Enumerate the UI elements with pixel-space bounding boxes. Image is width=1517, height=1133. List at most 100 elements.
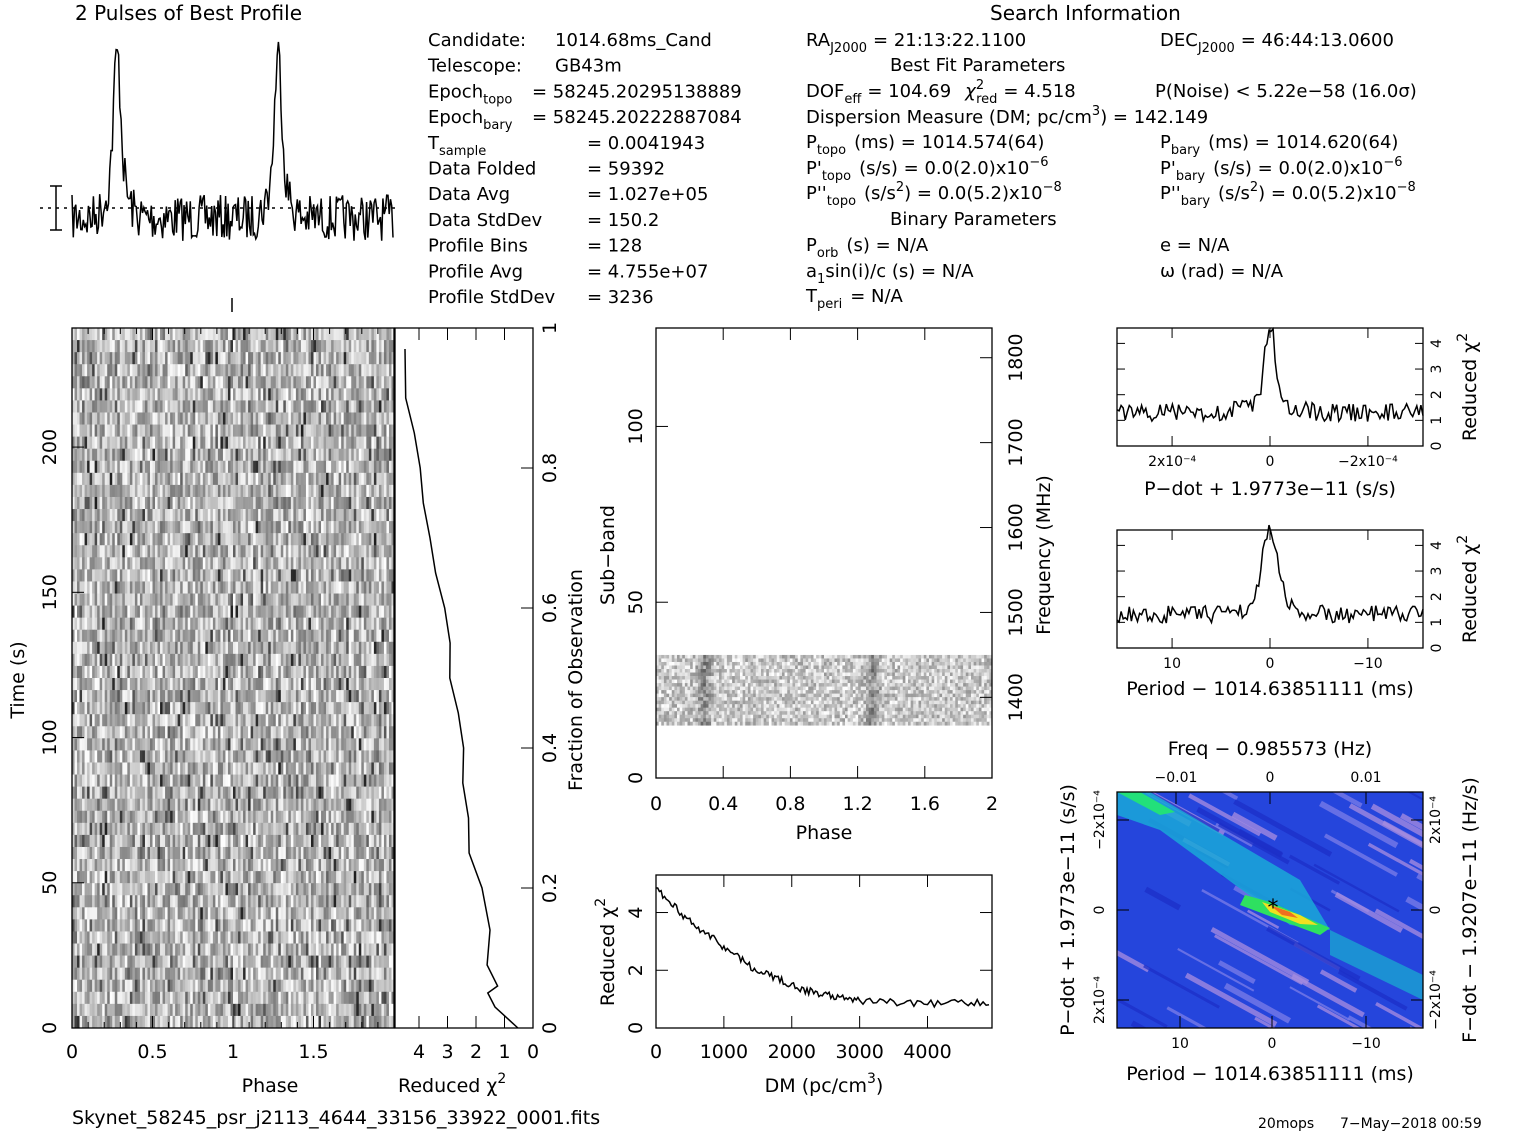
tp-cell [119, 521, 123, 534]
tp-cell [152, 678, 156, 691]
tp-cell [177, 424, 181, 437]
tp-cell [245, 376, 249, 389]
tp-cell [197, 569, 201, 582]
tp-cell [202, 388, 206, 401]
tp-cell [373, 448, 377, 462]
tp-cell [260, 726, 264, 739]
tp-cell [308, 472, 312, 486]
tp-cell [376, 617, 380, 631]
tp-cell [263, 569, 267, 582]
tp-cell [323, 581, 327, 594]
tp-cell [290, 557, 294, 570]
tp-cell [343, 593, 347, 606]
tp-cell [82, 617, 85, 631]
tp-cell [388, 521, 392, 534]
tp-cell [371, 340, 375, 353]
tp-cell [343, 557, 347, 570]
tp-cell [205, 714, 209, 727]
tp-cell [331, 629, 334, 643]
tp-cell [341, 750, 344, 763]
tp-cell [273, 641, 277, 655]
tp-cell [217, 328, 221, 341]
tp-cell [79, 448, 83, 462]
tp-cell [245, 714, 249, 727]
tp-cell [114, 400, 118, 413]
tp-cell [185, 786, 189, 799]
tp-cell [207, 605, 211, 618]
tp-cell [87, 617, 90, 631]
tp-cell [346, 714, 350, 727]
tp-cell [155, 376, 158, 389]
tp-cell [134, 714, 138, 727]
tp-cell [321, 569, 324, 582]
tp-cell [361, 521, 365, 534]
tp-cell [333, 641, 337, 655]
tp-cell [263, 653, 267, 667]
tp-cell [217, 653, 221, 667]
tp-cell [72, 690, 75, 703]
tp-cell [177, 605, 181, 618]
tp-cell [92, 750, 95, 763]
tp-cell [316, 581, 319, 594]
tp-cell [358, 762, 362, 775]
tp-cell [268, 593, 272, 606]
tp-cell [248, 521, 251, 534]
tp-cell [265, 448, 269, 462]
tp-cell [79, 738, 83, 751]
tp-cell [139, 786, 143, 799]
tp-cell [381, 750, 385, 763]
tp-cell [333, 521, 337, 534]
tp-cell [114, 738, 118, 751]
tp-cell [233, 388, 236, 401]
tp-cell [89, 581, 93, 594]
tp-cell [212, 593, 216, 606]
tp-cell [124, 665, 128, 679]
tp-cell [185, 400, 189, 413]
tp-cell [245, 424, 249, 437]
tp-cell [378, 496, 382, 510]
tp-cell [89, 738, 93, 751]
tp-cell [74, 376, 78, 389]
tp-cell [119, 376, 123, 389]
tp-cell [310, 569, 314, 582]
tp-cell [87, 545, 90, 558]
tp-cell [308, 714, 312, 727]
tp-cell [200, 605, 204, 618]
tp-cell [129, 581, 133, 594]
tp-cell [245, 617, 249, 631]
tp-cell [180, 448, 183, 462]
tp-cell [268, 569, 272, 582]
tp-cell [238, 569, 241, 582]
tp-cell [308, 653, 312, 667]
tp-cell [270, 593, 274, 606]
tp-cell [275, 376, 279, 389]
tp-cell [248, 328, 251, 341]
tp-cell [248, 340, 251, 353]
tp-cell [157, 678, 161, 691]
tp-cell [217, 424, 221, 437]
tp-cell [353, 750, 357, 763]
tp-cell [82, 533, 85, 546]
tp-cell [117, 750, 121, 763]
tp-cell [288, 786, 292, 799]
tp-cell [270, 364, 274, 377]
tp-cell [300, 750, 304, 763]
tp-cell [144, 424, 148, 437]
tp-cell [180, 569, 183, 582]
tp-cell [215, 786, 219, 799]
tp-cell [162, 641, 166, 655]
tp-cell [77, 496, 80, 510]
tp-cell [84, 593, 88, 606]
tp-cell [104, 605, 108, 618]
tp-cell [117, 412, 121, 425]
tp-cell [391, 340, 394, 353]
tp-cell [215, 496, 219, 510]
tp-cell [270, 641, 274, 655]
tp-cell [248, 376, 251, 389]
tp-cell [89, 690, 93, 703]
tp-cell [270, 762, 274, 775]
tp-cell [160, 690, 163, 703]
tp-cell [79, 352, 83, 365]
tp-cell [117, 738, 121, 751]
tp-cell [338, 617, 342, 631]
